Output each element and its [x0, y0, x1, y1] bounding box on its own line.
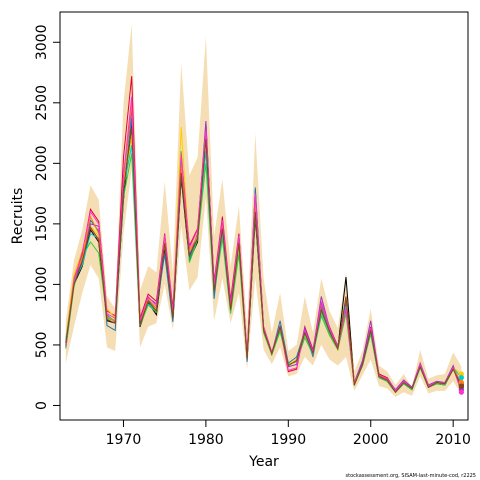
- series-endpoint-9: [458, 389, 464, 395]
- y-tick-label: 1500: [34, 206, 50, 242]
- x-tick-label: 2010: [435, 432, 471, 448]
- y-tick-label: 500: [34, 332, 50, 359]
- series-endpoint-7: [458, 375, 464, 381]
- y-tick-label: 2500: [34, 85, 50, 121]
- x-tick-label: 1970: [106, 432, 142, 448]
- y-tick-label: 0: [34, 401, 50, 410]
- series-endpoint-8: [458, 379, 464, 386]
- y-tick-label: 2000: [34, 145, 50, 181]
- confidence-band: [65, 24, 462, 397]
- plot-frame: [59, 11, 469, 421]
- series-line-4: [65, 151, 462, 393]
- footnote: stockassessment.org, SISAM-last-minute-c…: [346, 473, 476, 479]
- series-line-7: [65, 145, 462, 394]
- x-tick-label: 1990: [270, 432, 306, 448]
- x-axis-title: Year: [248, 454, 279, 470]
- series-line-10: [65, 126, 462, 394]
- confidence-band-layer: [65, 24, 462, 397]
- y-axis: 0 500 1000 1500 2000 2500 3000: [34, 24, 60, 410]
- y-tick-label: 3000: [34, 24, 50, 60]
- series-lines-layer: [65, 76, 464, 395]
- y-axis-title: Recruits: [10, 188, 26, 245]
- x-tick-label: 1980: [188, 432, 224, 448]
- series-endpoint-3: [458, 371, 464, 377]
- series-endpoint-10: [458, 383, 464, 389]
- x-axis: 1970 1980 1990 2000 2010: [106, 420, 471, 448]
- y-tick-label: 1000: [34, 267, 50, 303]
- x-tick-label: 2000: [353, 432, 389, 448]
